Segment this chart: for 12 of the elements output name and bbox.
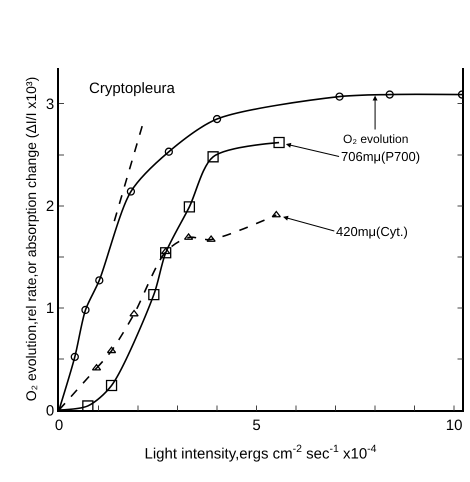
y-tick-label: 2 <box>46 198 54 216</box>
x-axis-title: Light intensity,ergs cm$^{-2}$ sec$^{-1}$ x10$^{-4}$ <box>144 442 377 462</box>
y-tick-label: 0 <box>46 402 54 420</box>
x-tick-label: 10 <box>446 416 462 434</box>
annotation: O₂ evolution <box>343 132 408 146</box>
y-tick-label: 1 <box>46 300 54 318</box>
annotation: 420mμ(Cyt.) <box>336 224 408 239</box>
y-tick-label: 3 <box>46 96 54 113</box>
x-tick-label: 5 <box>252 416 261 434</box>
annotation: 706mμ(P700) <box>341 149 420 164</box>
annotation: Cryptopleura <box>89 80 176 97</box>
y-axis-title: O₂ evolution,rel rate,or absorption change (ΔI/I x10³) <box>23 76 40 402</box>
